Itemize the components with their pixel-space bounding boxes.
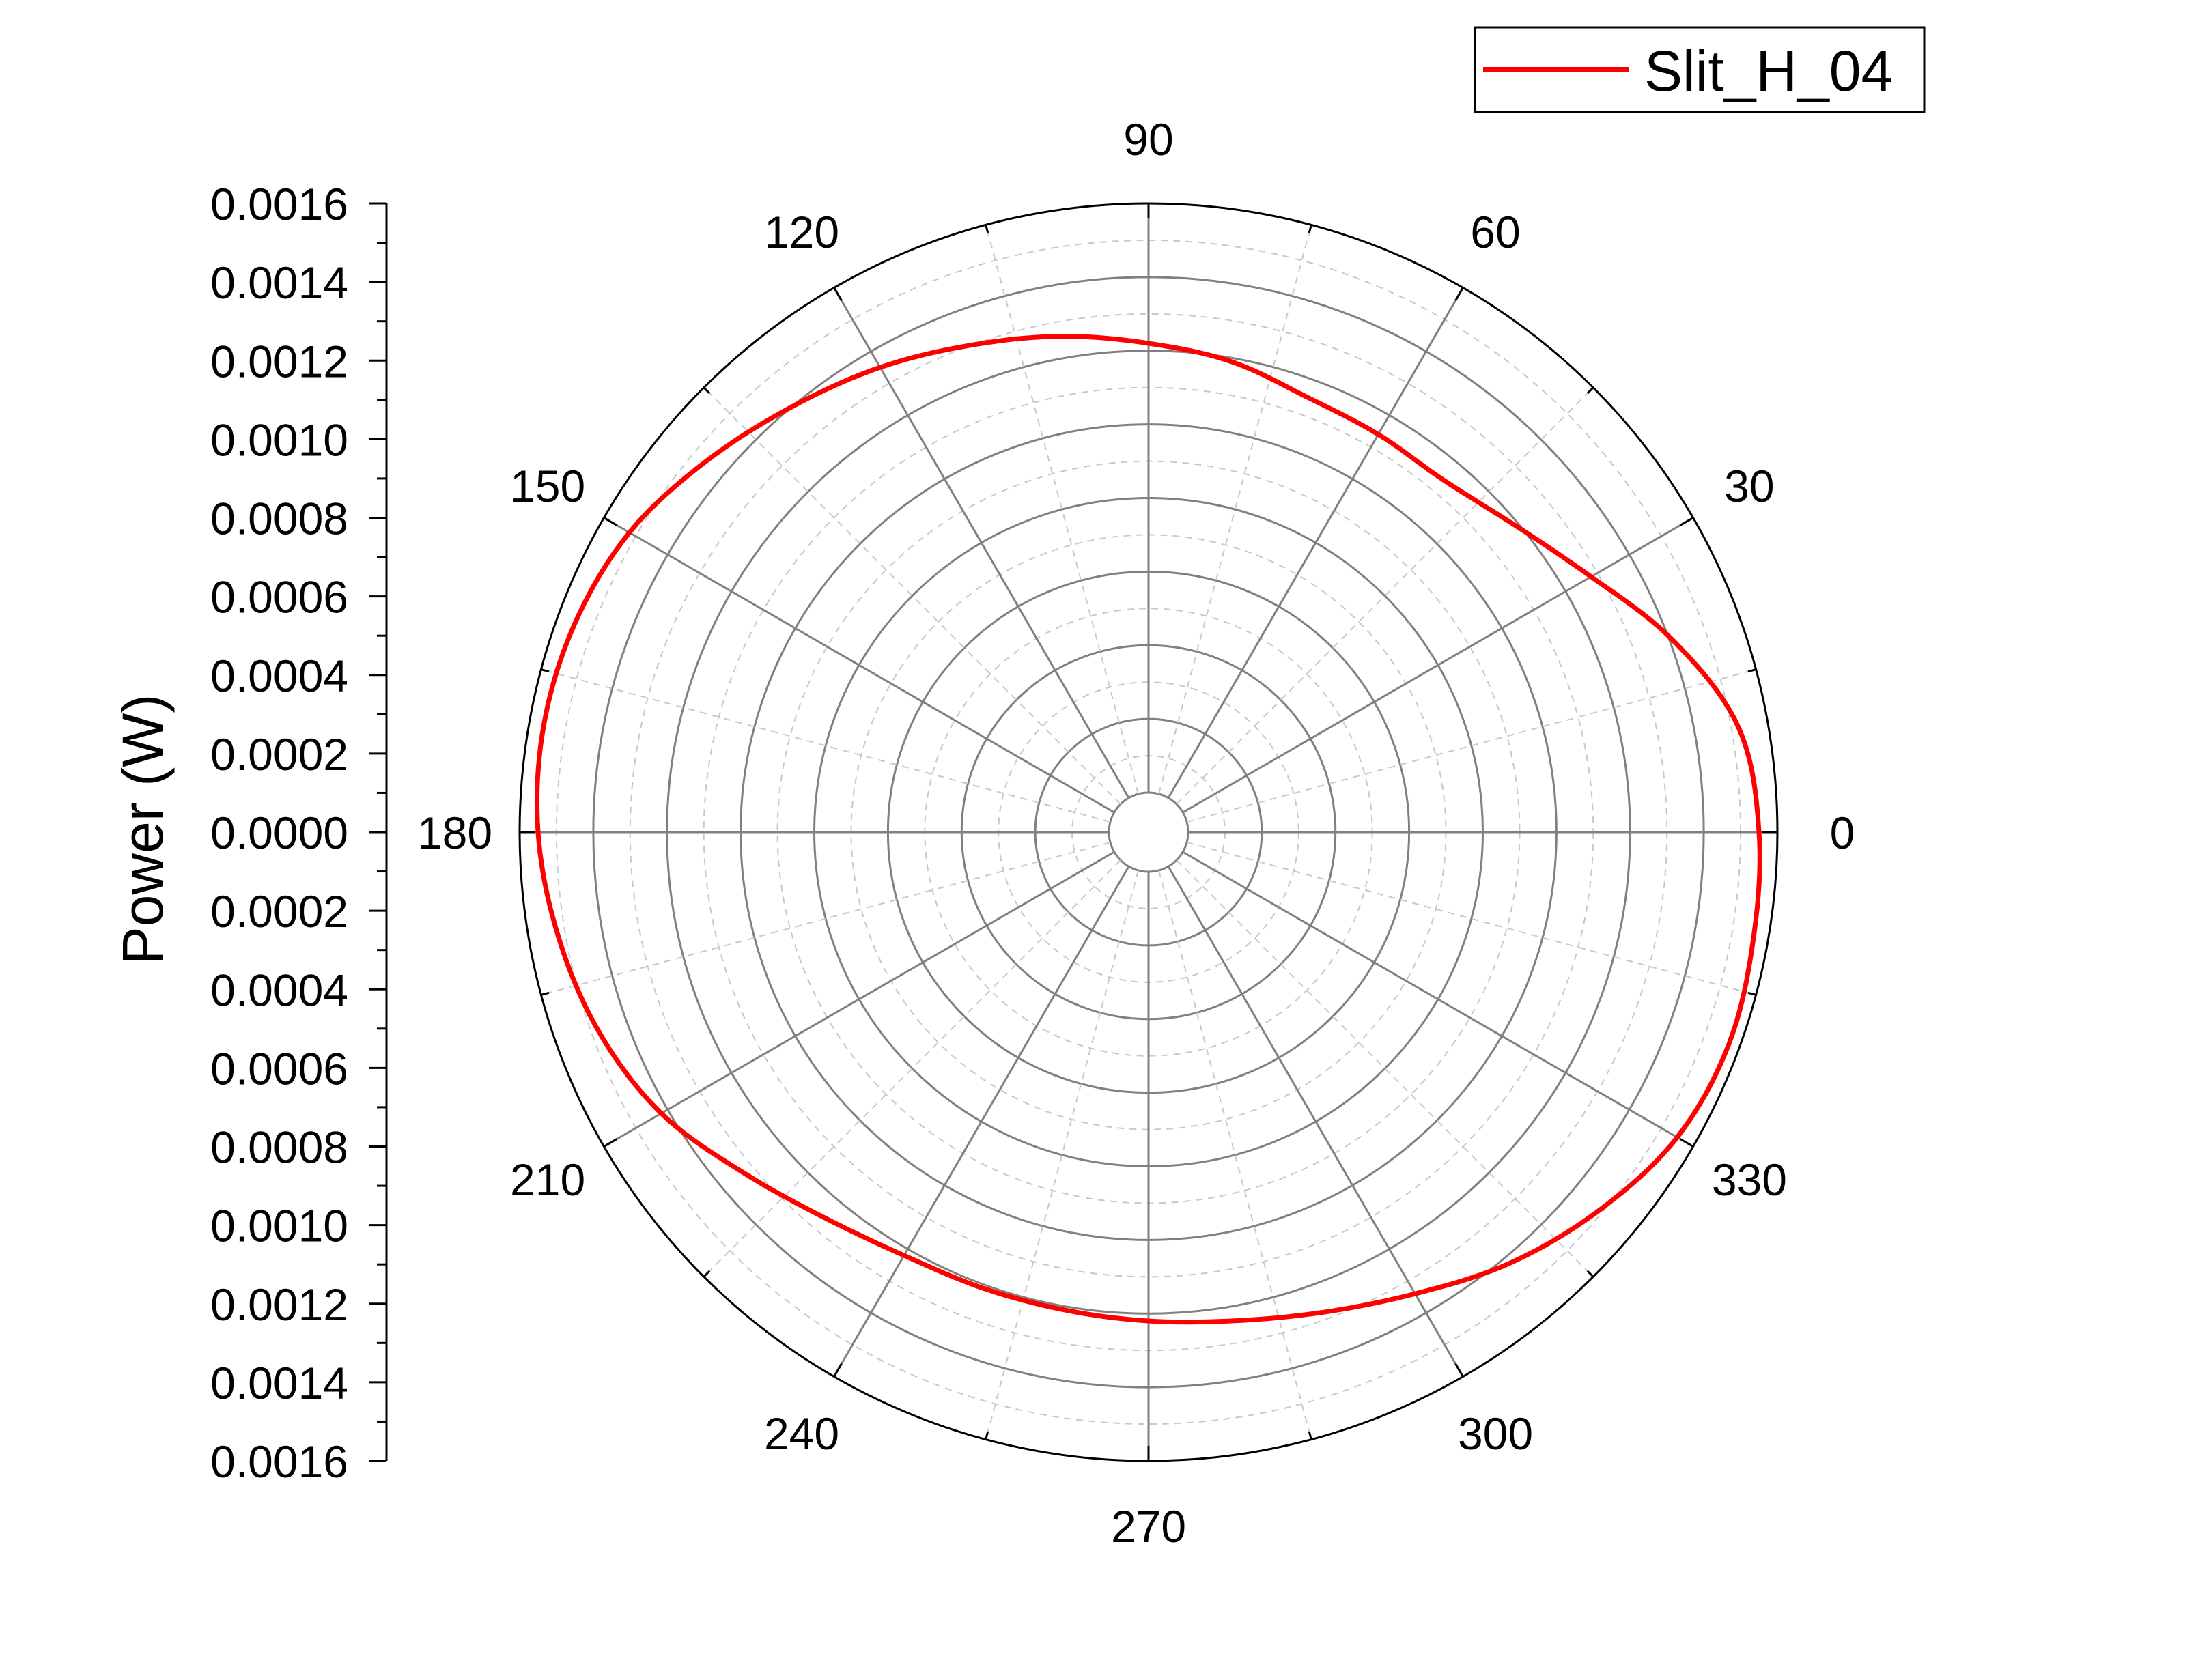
angular-tick bbox=[985, 224, 989, 233]
angular-grid-spokes bbox=[520, 203, 1777, 1461]
radial-tick-label: 0.0006 bbox=[210, 572, 348, 623]
major-spoke bbox=[1167, 866, 1464, 1378]
angular-tick bbox=[703, 386, 711, 395]
radial-tick-labels: 0.0016 0.0014 0.0012 0.0010 0.0008 0.0006 0.00… bbox=[210, 179, 348, 1487]
angular-tick bbox=[603, 1138, 618, 1148]
angular-tick bbox=[1679, 517, 1694, 526]
major-spoke bbox=[1167, 287, 1464, 799]
series-layer bbox=[534, 334, 1762, 1325]
major-spoke bbox=[603, 517, 1115, 814]
radial-tick-label: 0.0004 bbox=[210, 965, 348, 1015]
angular-tick bbox=[985, 1431, 989, 1440]
legend-label-slit-h-04: Slit_H_04 bbox=[1644, 39, 1893, 103]
angular-tick-label: 300 bbox=[1458, 1408, 1533, 1459]
inner-grid-circle bbox=[1108, 791, 1190, 873]
angular-tick-label: 90 bbox=[1123, 114, 1173, 165]
angular-tick-label: 60 bbox=[1470, 207, 1520, 257]
radial-tick-label: 0.0014 bbox=[210, 257, 348, 308]
major-spoke bbox=[833, 287, 1130, 799]
radial-tick-label: 0.0006 bbox=[210, 1043, 348, 1094]
radial-tick-label: 0.0010 bbox=[210, 414, 348, 465]
angular-tick bbox=[1586, 1270, 1594, 1278]
angular-tick-label: 120 bbox=[764, 207, 839, 257]
y-axis-label: Power (W) bbox=[111, 694, 175, 965]
major-spoke bbox=[603, 851, 1115, 1148]
angular-tick bbox=[540, 668, 550, 673]
radial-tick-label: 0.0010 bbox=[210, 1201, 348, 1251]
angular-tick bbox=[1308, 1431, 1312, 1440]
radial-tick-label: 0.0002 bbox=[210, 886, 348, 937]
major-spoke bbox=[1182, 517, 1694, 814]
radial-tick-label: 0.0016 bbox=[210, 179, 348, 229]
angular-tick bbox=[1454, 1363, 1464, 1378]
angular-tick-marks bbox=[520, 203, 1777, 1461]
radial-tick-label: 0.0012 bbox=[210, 336, 348, 386]
angular-tick-labels: 0 30 60 90 120 150 180 210 240 270 300 330 bbox=[417, 114, 1855, 1552]
angular-tick bbox=[1679, 1138, 1694, 1148]
angular-tick bbox=[1747, 668, 1757, 673]
angular-tick bbox=[703, 1270, 711, 1278]
angular-tick-label: 0 bbox=[1830, 808, 1855, 858]
angular-tick bbox=[1308, 224, 1312, 233]
radial-tick-label: 0.0008 bbox=[210, 1122, 348, 1173]
major-spoke bbox=[833, 866, 1130, 1378]
radial-tick-label: 0.0008 bbox=[210, 494, 348, 544]
radial-tick-marks bbox=[369, 202, 386, 1462]
angular-tick-label: 180 bbox=[417, 808, 492, 858]
angular-tick bbox=[540, 991, 550, 996]
angular-tick bbox=[1586, 386, 1594, 395]
radial-tick-label: 0.0002 bbox=[210, 729, 348, 780]
major-spoke bbox=[1182, 851, 1694, 1148]
angular-tick-label: 30 bbox=[1724, 461, 1774, 511]
angular-tick bbox=[833, 287, 843, 302]
radial-tick-label: 0.0004 bbox=[210, 651, 348, 701]
angular-tick-label: 330 bbox=[1712, 1154, 1787, 1205]
angular-tick bbox=[1747, 991, 1757, 996]
angular-tick-label: 210 bbox=[510, 1154, 585, 1205]
angular-tick bbox=[833, 1363, 843, 1378]
angular-tick-label: 240 bbox=[764, 1408, 839, 1459]
radial-tick-label-center: 0.0000 bbox=[210, 808, 348, 858]
angular-tick-label: 150 bbox=[510, 461, 585, 511]
legend: Slit_H_04 bbox=[1474, 26, 1926, 113]
angular-tick bbox=[1454, 287, 1464, 302]
angular-tick bbox=[603, 517, 618, 526]
angular-tick-label: 270 bbox=[1111, 1501, 1186, 1552]
radial-tick-label: 0.0014 bbox=[210, 1358, 348, 1408]
radial-tick-label: 0.0016 bbox=[210, 1436, 348, 1487]
radial-tick-label: 0.0012 bbox=[210, 1279, 348, 1330]
